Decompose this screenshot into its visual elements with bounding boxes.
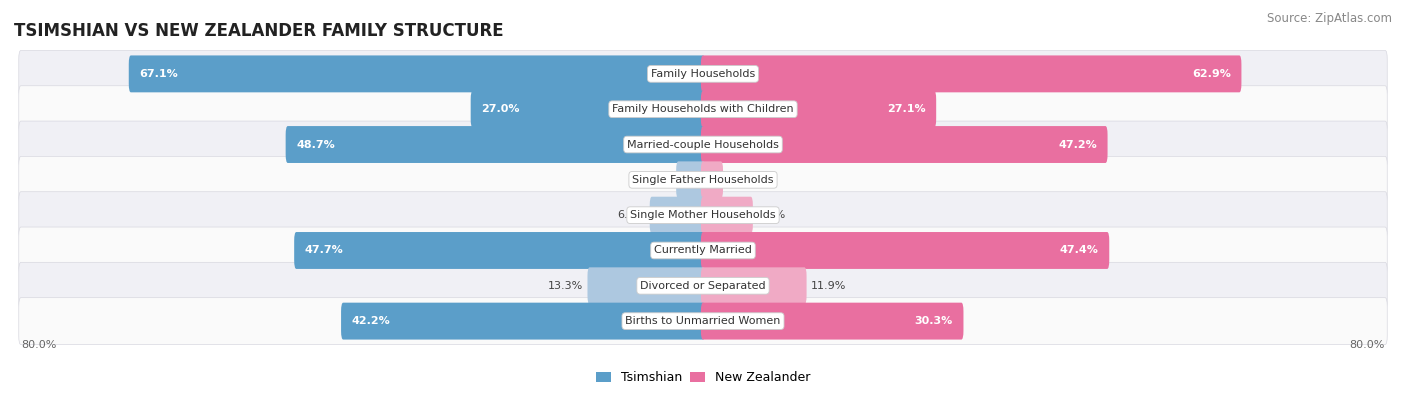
- FancyBboxPatch shape: [471, 91, 706, 128]
- FancyBboxPatch shape: [18, 262, 1388, 309]
- Text: 2.1%: 2.1%: [728, 175, 756, 185]
- Text: 13.3%: 13.3%: [547, 281, 582, 291]
- Text: Single Mother Households: Single Mother Households: [630, 210, 776, 220]
- FancyBboxPatch shape: [588, 267, 706, 304]
- FancyBboxPatch shape: [700, 197, 752, 233]
- Text: Currently Married: Currently Married: [654, 245, 752, 256]
- FancyBboxPatch shape: [294, 232, 706, 269]
- Text: 80.0%: 80.0%: [21, 340, 56, 350]
- Text: 48.7%: 48.7%: [297, 139, 335, 150]
- Text: 11.9%: 11.9%: [811, 281, 846, 291]
- FancyBboxPatch shape: [18, 192, 1388, 239]
- Text: Divorced or Separated: Divorced or Separated: [640, 281, 766, 291]
- Text: TSIMSHIAN VS NEW ZEALANDER FAMILY STRUCTURE: TSIMSHIAN VS NEW ZEALANDER FAMILY STRUCT…: [14, 23, 503, 40]
- Text: 5.6%: 5.6%: [758, 210, 786, 220]
- Text: 27.0%: 27.0%: [481, 104, 520, 114]
- Text: 67.1%: 67.1%: [139, 69, 179, 79]
- Text: 62.9%: 62.9%: [1192, 69, 1230, 79]
- Text: Family Households with Children: Family Households with Children: [612, 104, 794, 114]
- FancyBboxPatch shape: [129, 55, 706, 92]
- Text: 47.7%: 47.7%: [305, 245, 343, 256]
- Text: 27.1%: 27.1%: [887, 104, 925, 114]
- Text: 6.0%: 6.0%: [617, 210, 645, 220]
- Text: 42.2%: 42.2%: [352, 316, 391, 326]
- Text: 2.9%: 2.9%: [643, 175, 672, 185]
- FancyBboxPatch shape: [18, 121, 1388, 168]
- Text: Family Households: Family Households: [651, 69, 755, 79]
- FancyBboxPatch shape: [285, 126, 706, 163]
- FancyBboxPatch shape: [18, 51, 1388, 97]
- Text: 47.4%: 47.4%: [1060, 245, 1098, 256]
- FancyBboxPatch shape: [700, 303, 963, 340]
- Text: Married-couple Households: Married-couple Households: [627, 139, 779, 150]
- Text: Single Father Households: Single Father Households: [633, 175, 773, 185]
- FancyBboxPatch shape: [18, 227, 1388, 274]
- FancyBboxPatch shape: [650, 197, 706, 233]
- FancyBboxPatch shape: [18, 86, 1388, 133]
- FancyBboxPatch shape: [676, 162, 706, 198]
- FancyBboxPatch shape: [700, 55, 1241, 92]
- FancyBboxPatch shape: [342, 303, 706, 340]
- Text: 47.2%: 47.2%: [1059, 139, 1097, 150]
- FancyBboxPatch shape: [700, 267, 807, 304]
- FancyBboxPatch shape: [700, 232, 1109, 269]
- FancyBboxPatch shape: [700, 91, 936, 128]
- Legend: Tsimshian, New Zealander: Tsimshian, New Zealander: [591, 367, 815, 389]
- Text: 30.3%: 30.3%: [914, 316, 953, 326]
- FancyBboxPatch shape: [18, 298, 1388, 344]
- FancyBboxPatch shape: [18, 156, 1388, 203]
- FancyBboxPatch shape: [700, 126, 1108, 163]
- FancyBboxPatch shape: [700, 162, 723, 198]
- Text: Births to Unmarried Women: Births to Unmarried Women: [626, 316, 780, 326]
- Text: Source: ZipAtlas.com: Source: ZipAtlas.com: [1267, 12, 1392, 25]
- Text: 80.0%: 80.0%: [1350, 340, 1385, 350]
